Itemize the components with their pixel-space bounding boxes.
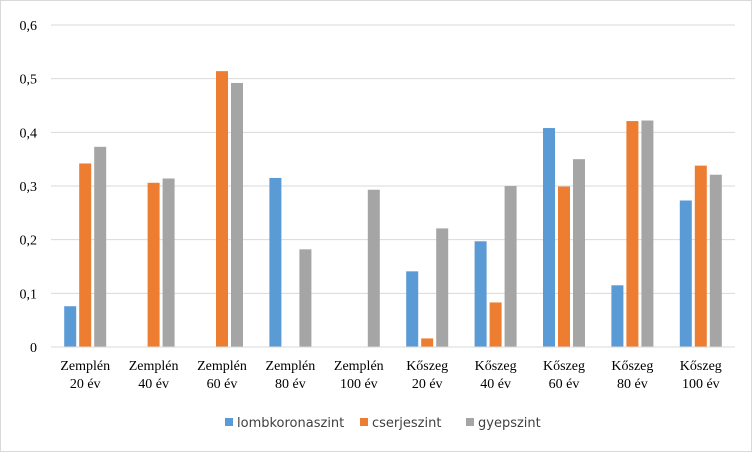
bar-cserjeszint-5 bbox=[421, 338, 434, 347]
x-category-label: 60 év bbox=[549, 377, 580, 392]
bar-gyepszint-4 bbox=[367, 189, 380, 347]
bar-cserjeszint-8 bbox=[626, 121, 639, 348]
bar-gyepszint-5 bbox=[436, 228, 449, 347]
y-tick-label: 0,2 bbox=[20, 234, 38, 249]
x-category-label: 20 év bbox=[412, 377, 443, 392]
x-category-label: 100 év bbox=[682, 377, 720, 392]
x-category-label: 80 év bbox=[275, 377, 306, 392]
legend: lombkoronaszint cserjeszint gyepszint bbox=[225, 416, 541, 431]
bar-cserjeszint-9 bbox=[694, 165, 707, 347]
x-category-label: Kőszeg bbox=[611, 359, 653, 374]
y-tick-label: 0 bbox=[30, 341, 37, 356]
y-tick-label: 0,1 bbox=[20, 287, 38, 302]
bar-gyepszint-8 bbox=[641, 120, 654, 347]
x-category-label: Kőszeg bbox=[406, 359, 448, 374]
legend-label-cserjeszint: cserjeszint bbox=[372, 416, 441, 431]
bars bbox=[64, 71, 722, 348]
x-category-label: 20 év bbox=[70, 377, 101, 392]
bar-cserjeszint-7 bbox=[558, 186, 570, 347]
bar-lombkoronaszint-5 bbox=[406, 271, 419, 347]
legend-label-gyepszint: gyepszint bbox=[478, 416, 541, 431]
bar-gyepszint-1 bbox=[162, 178, 175, 347]
bar-gyepszint-2 bbox=[231, 82, 243, 348]
x-category-label: 40 év bbox=[138, 377, 169, 392]
legend-swatch-cserjeszint bbox=[360, 418, 368, 426]
bar-lombkoronaszint-0 bbox=[64, 306, 77, 347]
bar-gyepszint-3 bbox=[299, 249, 312, 347]
bar-gyepszint-7 bbox=[573, 159, 585, 347]
x-category-label: Kőszeg bbox=[475, 359, 517, 374]
x-category-label: Zemplén bbox=[266, 359, 316, 374]
bar-cserjeszint-1 bbox=[147, 182, 160, 347]
bar-lombkoronaszint-8 bbox=[611, 285, 624, 347]
bar-cserjeszint-0 bbox=[79, 163, 92, 347]
bar-gyepszint-9 bbox=[709, 174, 722, 347]
legend-swatch-lombkoronaszint bbox=[225, 418, 233, 426]
legend-label-lombkoronaszint: lombkoronaszint bbox=[237, 416, 344, 431]
legend-swatch-gyepszint bbox=[466, 418, 474, 426]
bar-lombkoronaszint-3 bbox=[269, 177, 282, 347]
x-category-label: 100 év bbox=[340, 377, 378, 392]
bar-gyepszint-0 bbox=[94, 146, 107, 347]
y-tick-label: 0,3 bbox=[20, 180, 38, 195]
x-category-label: Zemplén bbox=[60, 359, 110, 374]
x-category-label: 40 év bbox=[480, 377, 511, 392]
bar-lombkoronaszint-6 bbox=[474, 241, 487, 347]
x-category-label: Zemplén bbox=[334, 359, 384, 374]
x-category-label: Zemplén bbox=[129, 359, 179, 374]
x-axis-categories: Zemplén 20 év Zemplén 40 év Zemplén 60 év Zemp… bbox=[60, 359, 721, 392]
x-category-label: Zemplén bbox=[197, 359, 247, 374]
x-category-label: Kőszeg bbox=[680, 359, 722, 374]
y-tick-label: 0,5 bbox=[20, 73, 38, 88]
x-category-label: Kőszeg bbox=[543, 359, 585, 374]
x-category-label: 80 év bbox=[617, 377, 648, 392]
bar-gyepszint-6 bbox=[504, 186, 517, 347]
x-category-label: 60 év bbox=[207, 377, 238, 392]
y-axis-ticks: 0 0,1 0,2 0,3 0,4 0,5 0,6 bbox=[20, 19, 38, 356]
y-tick-label: 0,4 bbox=[20, 126, 38, 141]
y-tick-label: 0,6 bbox=[20, 19, 38, 34]
bar-lombkoronaszint-9 bbox=[679, 200, 692, 347]
bar-lombkoronaszint-7 bbox=[543, 128, 555, 347]
bar-cserjeszint-6 bbox=[489, 302, 502, 347]
bar-cserjeszint-2 bbox=[216, 71, 228, 348]
